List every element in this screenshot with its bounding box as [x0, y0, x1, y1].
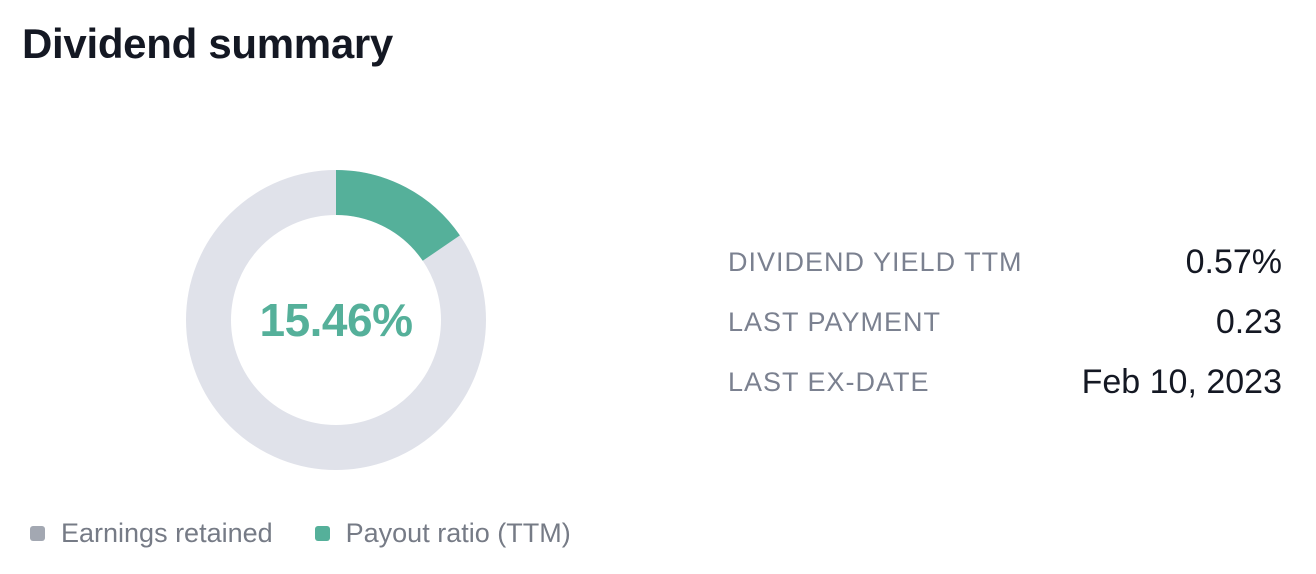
legend-swatch-payout-ratio-icon — [314, 526, 330, 541]
legend-item-earnings-retained: Earnings retained — [30, 518, 273, 549]
stat-row-last-payment: LAST PAYMENT 0.23 — [728, 292, 1282, 352]
legend-label: Earnings retained — [61, 518, 273, 548]
stat-value: Feb 10, 2023 — [1081, 362, 1282, 401]
stat-row-dividend-yield: DIVIDEND YIELD TTM 0.57% — [728, 232, 1282, 292]
stat-label: LAST EX-DATE — [728, 366, 930, 397]
payout-donut-chart: 15.46% — [186, 170, 486, 470]
donut-svg — [186, 170, 486, 470]
stat-label: LAST PAYMENT — [728, 306, 942, 337]
stat-row-last-ex-date: LAST EX-DATE Feb 10, 2023 — [728, 352, 1282, 412]
chart-legend: Earnings retained Payout ratio (TTM) — [30, 518, 571, 549]
legend-swatch-earnings-retained-icon — [30, 526, 45, 541]
stat-label: DIVIDEND YIELD TTM — [728, 246, 1023, 277]
page-title: Dividend summary — [22, 20, 393, 67]
legend-item-payout-ratio: Payout ratio (TTM) — [314, 518, 571, 549]
stat-value: 0.57% — [1185, 242, 1282, 281]
stat-value: 0.23 — [1215, 302, 1282, 341]
legend-label: Payout ratio (TTM) — [345, 518, 571, 548]
stats-list: DIVIDEND YIELD TTM 0.57% LAST PAYMENT 0.… — [728, 232, 1282, 412]
donut-center-value: 15.46% — [259, 294, 413, 346]
donut-payout-segment — [186, 170, 486, 470]
